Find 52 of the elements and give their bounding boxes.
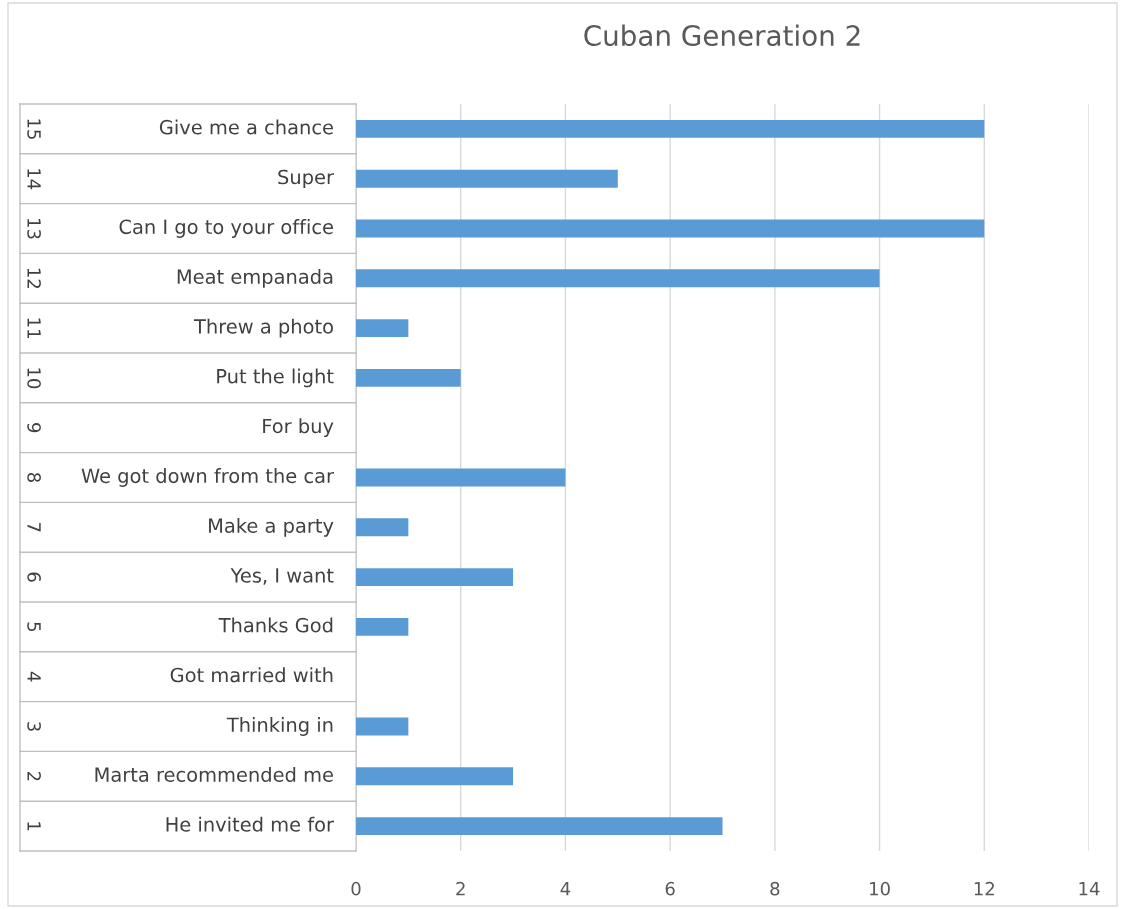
bar [356,518,409,537]
x-tick-label: 12 [974,881,994,896]
bar [356,817,723,836]
y-tick-label: Got married with [170,667,333,683]
bar [356,119,985,138]
bar [356,269,880,288]
chart-title: Cuban Generation 2 [584,24,860,47]
bar [356,717,409,736]
bar [356,319,409,338]
y2-tick-label: 4 [27,671,41,682]
bar [356,169,618,188]
x-tick-label: 0 [351,881,361,896]
bar [356,468,566,487]
y2-tick-label: 1 [27,822,41,831]
y2-tick-label: 5 [27,622,41,632]
y2-tick-label: 15 [27,119,41,139]
bar [356,219,985,238]
y2-tick-label: 10 [27,368,41,389]
y-tick-label: Thanks God [218,617,333,633]
x-tick-label: 2 [456,881,465,896]
y2-tick-label: 7 [27,523,41,532]
x-tick-label: 10 [870,881,890,896]
y-tick-label: We got down from the car [81,468,334,487]
y2-tick-label: 14 [27,169,41,190]
y2-tick-label: 3 [27,722,41,731]
y-tick-label: Meat empanada [177,268,333,288]
y-tick-label: Can I go to your office [119,219,333,238]
y-tick-label: Make a party [209,517,334,537]
y2-tick-label: 8 [27,472,41,483]
y-tick-label: Thinking in [226,717,333,736]
y-tick-label: Give me a chance [159,119,333,135]
bar [356,368,461,387]
y-tick-label: For buy [263,418,334,438]
bar [356,568,514,587]
x-tick-label: 8 [770,881,780,896]
y2-tick-label: 11 [27,318,41,338]
y-tick-label: Put the light [217,368,334,388]
y2-tick-label: 9 [27,423,41,433]
bar [356,617,409,636]
y-tick-label: Threw a photo [193,318,333,338]
y-tick-label: Yes, I want [230,568,334,585]
y2-tick-label: 12 [27,268,41,288]
y2-tick-label: 2 [27,771,41,781]
y-tick-label: He invited me for [166,816,334,832]
y-tick-label: Super [278,169,334,189]
x-tick-label: 14 [1079,882,1100,896]
x-tick-label: 6 [665,881,675,896]
bar [356,767,514,786]
x-tick-label: 4 [560,882,571,896]
y-tick-label: Marta recommended me [95,766,333,782]
y2-tick-label: 13 [27,219,41,239]
y2-tick-label: 6 [27,572,41,582]
